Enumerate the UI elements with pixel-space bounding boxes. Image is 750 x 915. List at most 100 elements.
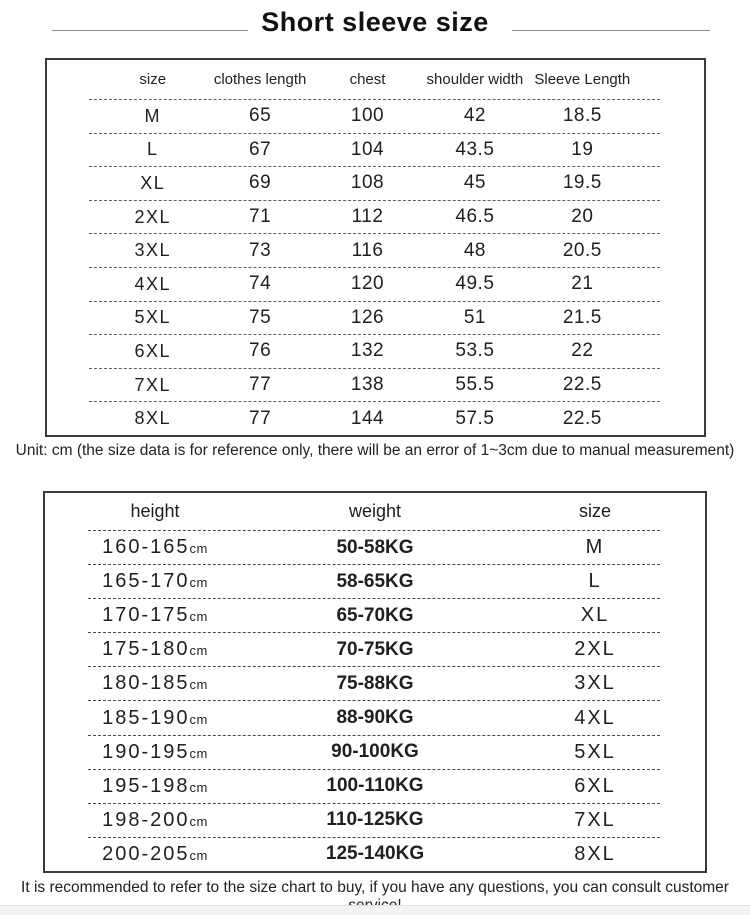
size-table-cell: 48 [463,239,486,261]
size-table-cell: 19 [571,138,594,160]
fit-table-header-row: height weight size [45,493,705,530]
height-unit: cm [189,711,208,727]
height-cell: 195-198cm [45,775,265,798]
size-table-cell: 53.5 [455,340,495,362]
size-measurements-table: size clothes length chest shoulder width… [45,58,706,437]
fit-table-row: 160-165cm 50-58KG M [45,531,705,564]
fit-table-header-cell: height [130,501,180,521]
title-divider-right [512,30,710,31]
size-table-cell: 20 [571,206,594,228]
size-table-cell: 77 [249,374,272,396]
height-unit: cm [189,541,208,557]
size-cell: 6XL [574,774,616,797]
size-table-header-cell: shoulder width [426,71,524,88]
fit-table-row: 190-195cm 90-100KG 5XL [45,736,705,769]
dashed-separator [89,401,660,403]
footer-strip [0,905,750,915]
size-table-cell: 22 [571,340,594,362]
weight-cell: 70-75KG [336,638,414,660]
fit-table-header-cell: weight [348,501,402,521]
size-table-cell: 42 [463,105,486,127]
size-table-cell: 20.5 [562,239,602,261]
size-table-cell: 144 [350,407,385,429]
dashed-separator [89,334,660,336]
height-cell: 198-200cm [45,809,265,832]
size-table-cell: 18.5 [562,105,602,127]
height-value: 180-185 [102,672,190,695]
dashed-separator [89,266,660,268]
fit-table-row: 185-190cm 88-90KG 4XL [45,701,705,734]
dashed-separator [88,802,660,804]
size-cell: 3XL [574,672,616,695]
size-table-cell: 46.5 [455,206,495,228]
size-table-row: 4XL 74 120 49.5 21 [47,268,704,301]
height-cell: 175-180cm [45,638,265,661]
size-table-cell: 100 [350,105,385,127]
size-table-cell: 108 [350,172,385,194]
fit-table-row: 198-200cm 110-125KG 7XL [45,804,705,837]
dashed-separator [89,166,660,168]
size-table-cell: XL [140,172,166,193]
size-table-cell: 67 [249,138,272,160]
size-table-cell: 21.5 [562,306,602,328]
size-table-cell: 4XL [134,273,171,294]
size-table-cell: 2XL [134,206,171,227]
dashed-separator [89,233,660,235]
size-table-header-row: size clothes length chest shoulder width… [47,60,704,99]
size-table-cell: 55.5 [455,374,495,396]
dashed-separator [89,132,660,134]
dashed-separator [88,564,660,566]
size-cell: 7XL [574,808,616,831]
dashed-separator [89,300,660,302]
size-table-cell: 77 [249,407,272,429]
size-table-cell: L [146,139,159,160]
size-table-cell: 71 [249,206,272,228]
size-table-cell: 138 [350,374,385,396]
height-value: 160-165 [102,536,190,559]
dashed-separator [88,598,660,600]
size-cell: XL [580,604,610,627]
height-cell: 170-175cm [45,604,265,627]
size-table-cell: 69 [249,172,272,194]
size-table-cell: 6XL [134,340,171,361]
fit-table-row: 170-175cm 65-70KG XL [45,599,705,632]
fit-table-header-cell: size [578,501,611,521]
fit-table-row: 200-205cm 125-140KG 8XL [45,838,705,871]
unit-note: Unit: cm (the size data is for reference… [15,442,735,459]
height-unit: cm [189,745,208,761]
weight-cell: 110-125KG [326,809,424,831]
height-weight-size-table: height weight size 160-165cm 50-58KG M 165-… [43,491,707,873]
dashed-separator [88,530,660,531]
height-unit: cm [189,609,208,625]
weight-cell: 75-88KG [336,672,414,694]
size-cell: 2XL [574,638,616,661]
size-table-cell: 76 [249,340,272,362]
size-table-cell: 8XL [134,408,171,429]
height-unit: cm [189,847,208,863]
size-table-cell: 7XL [134,374,171,395]
weight-cell: 90-100KG [331,741,419,763]
size-table-row: M 65 100 42 18.5 [47,100,704,133]
size-table-cell: 73 [249,239,272,261]
dashed-separator [88,632,660,634]
dashed-separator [89,99,660,100]
size-table-cell: 43.5 [455,138,495,160]
dashed-separator [88,768,660,770]
dashed-separator [89,199,660,201]
height-unit: cm [189,643,208,659]
size-table-header-cell: Sleeve Length [534,71,631,88]
size-table-header-cell: size [139,71,167,88]
height-unit: cm [189,779,208,795]
dashed-separator [88,666,660,668]
size-table-cell: 74 [249,273,272,295]
size-table-cell: 45 [463,172,486,194]
weight-cell: 65-70KG [336,604,414,626]
height-value: 198-200 [102,808,190,831]
size-table-cell: 65 [249,105,272,127]
size-cell: 8XL [574,842,616,865]
dashed-separator [89,367,660,369]
height-value: 190-195 [102,740,190,763]
size-cell: M [585,536,605,559]
size-table-row: 7XL 77 138 55.5 22.5 [47,369,704,402]
